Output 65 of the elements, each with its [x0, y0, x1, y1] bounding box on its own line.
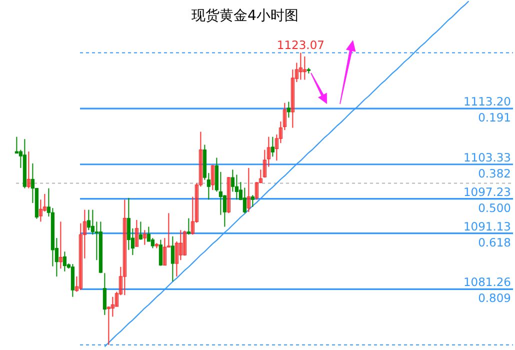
- candlestick: [170, 236, 174, 282]
- candlestick: [254, 182, 258, 200]
- candlestick: [294, 62, 298, 82]
- ref-line-label: 1097.23: [463, 184, 511, 199]
- annotation: 0.191: [478, 110, 511, 125]
- candlestick: [162, 238, 166, 266]
- candlestick: [186, 218, 190, 236]
- candlestick: [278, 121, 282, 144]
- candlestick: [14, 136, 18, 154]
- candlestick: [266, 136, 270, 168]
- candlestick: [290, 69, 294, 128]
- candlestick: [178, 230, 182, 261]
- candlestick: [86, 209, 90, 231]
- candlestick: [26, 151, 30, 189]
- candlestick: [258, 169, 262, 184]
- annotation: 0.809: [478, 291, 511, 306]
- candlestick: [282, 102, 286, 131]
- candlestick: [110, 296, 114, 318]
- candlestick: [226, 176, 230, 214]
- candlestick: [298, 52, 302, 80]
- ref-line-label: 1081.26: [463, 275, 511, 290]
- annotation: 0.500: [478, 200, 511, 215]
- candlestick: [190, 196, 194, 236]
- candlestick: [150, 238, 154, 249]
- ref-line-label: 1113.20: [463, 94, 511, 109]
- candlestick: [158, 239, 162, 266]
- candlestick: [246, 167, 250, 213]
- candlestick: [142, 230, 146, 246]
- candlestick: [210, 164, 214, 190]
- candlestick: [134, 219, 138, 248]
- candlestick: [102, 272, 106, 316]
- candlestick: [38, 199, 42, 222]
- candlestick: [62, 251, 66, 272]
- candlestick: [74, 276, 78, 292]
- annotation: 0.382: [478, 166, 511, 180]
- candlestick: [58, 221, 62, 270]
- candlestick: [242, 187, 246, 214]
- candlestick: [118, 266, 122, 296]
- ref-line-label: 1091.13: [463, 219, 511, 234]
- candlestick: [182, 230, 186, 256]
- candlestick: [114, 291, 118, 307]
- annotation: 1123.07: [276, 38, 324, 52]
- candlestick: [42, 193, 46, 212]
- candlestick: [174, 240, 178, 277]
- candlestick: [234, 174, 238, 200]
- ref-line-label: 1103.33: [463, 150, 511, 164]
- text: 现货黄金4小时图: [192, 8, 298, 24]
- candlestick: [82, 209, 86, 259]
- candlestick: [262, 149, 266, 178]
- candlestick: [274, 134, 278, 162]
- candlestick: [106, 306, 110, 346]
- candlestick: [122, 199, 126, 296]
- candlestick: [78, 222, 82, 291]
- candlestick: [194, 182, 198, 224]
- candlestick: [154, 242, 158, 249]
- candlestick: [250, 194, 254, 208]
- candlestick: [70, 264, 74, 298]
- candlestick: [286, 101, 290, 118]
- annotation: 0.618: [478, 235, 511, 250]
- candlestick: [138, 221, 142, 240]
- candlestick: [302, 56, 306, 80]
- candlestick: [198, 131, 202, 188]
- candlestick: [270, 136, 274, 158]
- candlestick: [222, 194, 226, 228]
- candlestick: [166, 212, 170, 248]
